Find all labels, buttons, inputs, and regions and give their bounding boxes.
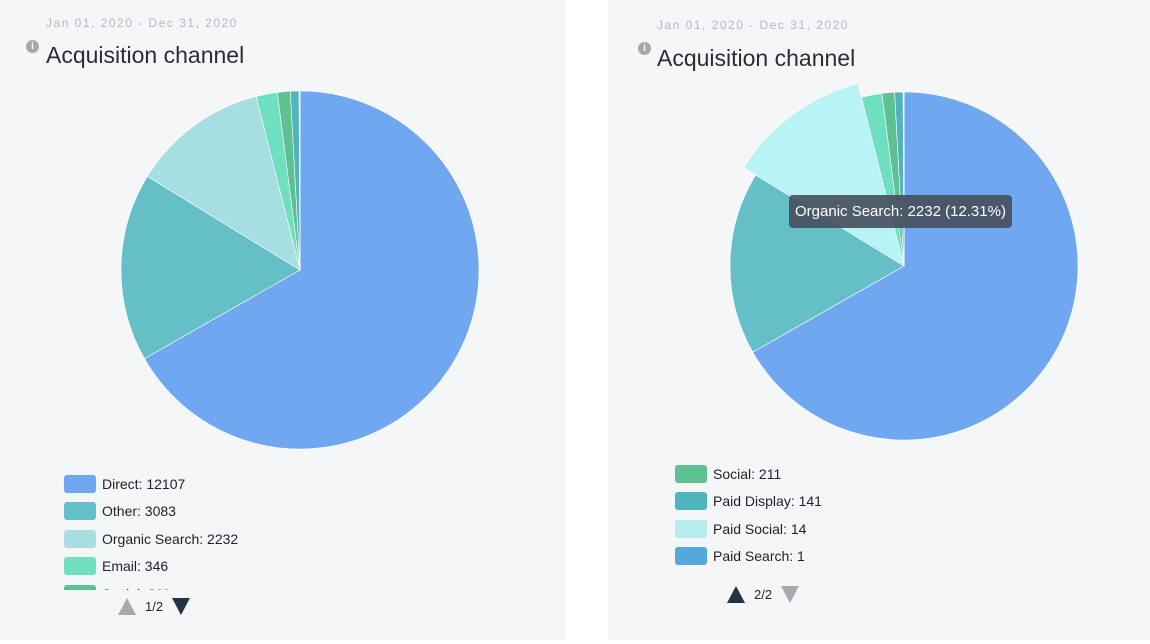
legend-pager: 1/2 [118,598,191,615]
legend-swatch [64,584,96,590]
pie-slice-other[interactable] [120,175,301,359]
legend-item[interactable]: Other: 3083 [64,498,364,526]
pager-up-icon[interactable] [727,586,745,603]
legend-item[interactable]: Paid Search: 1 [675,543,975,571]
legend-swatch [675,492,707,511]
legend-swatch [64,529,96,548]
legend-label: Other: 3083 [102,503,176,520]
info-icon[interactable]: i [26,40,39,53]
legend-item[interactable]: Paid Display: 141 [675,488,975,516]
legend-label: Direct: 12107 [102,475,186,492]
legend-swatch [675,547,707,566]
legend-label: Paid Search: 1 [713,548,805,565]
legend-item[interactable]: Social: 211 [64,580,364,590]
legend-swatch [675,464,707,483]
pager-up-icon[interactable] [118,598,136,615]
chart-title: Acquisition channel [46,42,245,68]
pie-slice-other[interactable] [729,174,905,353]
legend-item[interactable]: Organic Search: 2232 [64,525,364,553]
legend-item[interactable]: Social: 211 [675,460,975,488]
date-range: Jan 01, 2020 - Dec 31, 2020 [46,16,238,30]
pie-slice-organic-search[interactable] [147,96,301,271]
legend-label: Social: 211 [102,586,170,590]
pie-slice-direct[interactable] [144,90,480,450]
legend-item[interactable]: Direct: 12107 [64,470,364,498]
pager-label: 1/2 [145,599,164,614]
pie-slice-direct[interactable] [752,91,1079,441]
pie-chart [729,83,1079,441]
legend-swatch [64,557,96,576]
legend-swatch [64,502,96,521]
pager-down-icon[interactable] [781,586,800,603]
legend-pager: 2/2 [727,586,800,603]
legend: Social: 211 Paid Display: 141 Paid Social:… [675,460,975,580]
legend-label: Social: 211 [713,465,782,482]
chart-tooltip: Organic Search: 2232 (12.31%) [789,195,1012,228]
legend-swatch [675,519,707,538]
chart-card-right: Jan 01, 2020 - Dec 31, 2020 i Acquisitio… [608,0,1150,640]
legend: Direct: 12107 Other: 3083 Organic Search: … [64,470,364,590]
info-icon[interactable]: i [638,42,651,55]
legend-label: Organic Search: 2232 [102,530,239,547]
legend-swatch [64,474,96,493]
date-range: Jan 01, 2020 - Dec 31, 2020 [657,18,849,32]
pager-down-icon[interactable] [172,598,191,615]
legend-label: Email: 346 [102,558,169,575]
chart-title: Acquisition channel [657,45,856,71]
legend-item[interactable]: Email: 346 [64,553,364,581]
pager-label: 2/2 [754,587,773,602]
legend-label: Paid Social: 14 [713,520,807,537]
chart-card-left: Jan 01, 2020 - Dec 31, 2020 i Acquisitio… [0,0,565,640]
pie-chart [120,90,480,450]
legend-label: Paid Display: 141 [713,493,822,510]
legend-item[interactable]: Paid Social: 14 [675,515,975,543]
